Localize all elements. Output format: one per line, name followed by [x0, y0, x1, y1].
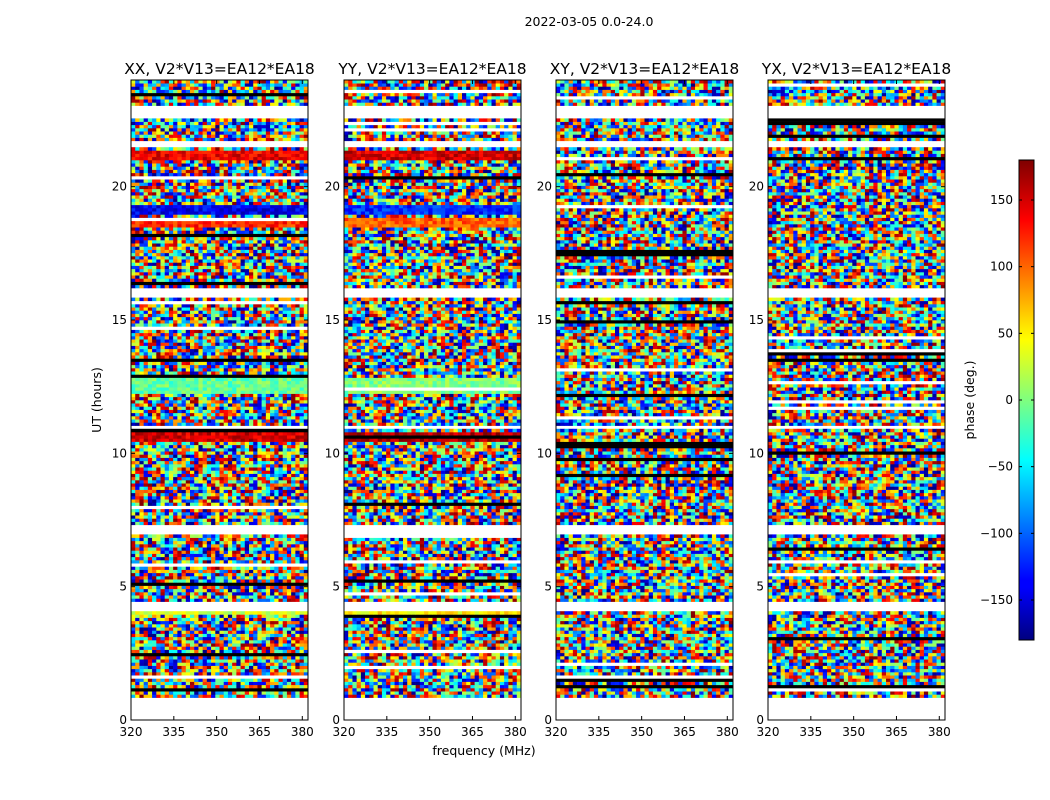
y-tick-label: 5: [119, 580, 127, 594]
panel-title: YY, V2*V13=EA12*EA18: [337, 60, 526, 78]
y-tick-label: 10: [749, 446, 764, 460]
panel-xx: XX, V2*V13=EA12*EA18 320 335 350 365 380 0 5 10 1…: [112, 60, 315, 739]
colorbar-tick-label: 150: [990, 193, 1013, 207]
y-tick-label: 10: [537, 446, 552, 460]
panel-yy: YY, V2*V13=EA12*EA18 320 335 350 365 380 0 5 10 1…: [325, 60, 527, 739]
colorbar: 150 100 50 0 −50 −100 −150: [980, 160, 1034, 640]
colorbar-tick-label: 50: [998, 326, 1013, 340]
panel-xy: XY, V2*V13=EA12*EA18 320 335 350 365 380 0 5 10 1…: [537, 60, 740, 739]
x-axis-label: frequency (MHz): [432, 743, 535, 758]
panel-title: XY, V2*V13=EA12*EA18: [550, 60, 739, 78]
y-tick-label: 0: [544, 713, 552, 727]
y-tick-label: 20: [537, 180, 552, 194]
y-tick-label: 20: [749, 180, 764, 194]
phase-heatmap: [556, 80, 733, 720]
x-tick-label: 335: [587, 725, 610, 739]
y-tick-label: 15: [325, 313, 340, 327]
colorbar-tick-label: −100: [980, 526, 1013, 540]
y-tick-label: 10: [325, 446, 340, 460]
x-tick-label: 350: [205, 725, 228, 739]
x-tick-label: 350: [630, 725, 653, 739]
phase-heatmap: [344, 80, 521, 720]
y-tick-label: 10: [112, 446, 127, 460]
x-tick-label: 365: [461, 725, 484, 739]
x-tick-label: 365: [673, 725, 696, 739]
y-tick-label: 5: [332, 580, 340, 594]
x-tick-label: 335: [162, 725, 185, 739]
colorbar-label: phase (deg.): [962, 361, 977, 440]
phase-heatmap: [768, 80, 945, 720]
x-tick-label: 380: [504, 725, 527, 739]
y-tick-label: 0: [756, 713, 764, 727]
colorbar-tick-label: −150: [980, 593, 1013, 607]
y-tick-label: 20: [325, 180, 340, 194]
x-tick-label: 350: [842, 725, 865, 739]
figure-suptitle: 2022-03-05 0.0-24.0: [525, 14, 654, 29]
panel-yx: YX, V2*V13=EA12*EA18 320 335 350 365 380 0 5 10 1…: [749, 60, 952, 739]
x-tick-label: 380: [716, 725, 739, 739]
phase-heatmap: [131, 80, 308, 720]
y-tick-label: 20: [112, 180, 127, 194]
panel-title: YX, V2*V13=EA12*EA18: [761, 60, 951, 78]
x-tick-label: 380: [928, 725, 951, 739]
y-tick-label: 15: [537, 313, 552, 327]
y-tick-label: 15: [749, 313, 764, 327]
x-tick-label: 320: [545, 725, 568, 739]
y-tick-label: 15: [112, 313, 127, 327]
y-axis-label: UT (hours): [89, 367, 104, 433]
y-tick-label: 5: [544, 580, 552, 594]
y-tick-label: 0: [119, 713, 127, 727]
x-tick-label: 350: [418, 725, 441, 739]
x-tick-label: 320: [120, 725, 143, 739]
x-tick-label: 335: [799, 725, 822, 739]
panels: XX, V2*V13=EA12*EA18 320 335 350 365 380 0 5 10 1…: [112, 60, 952, 739]
y-tick-label: 0: [332, 713, 340, 727]
x-tick-label: 365: [248, 725, 271, 739]
x-tick-label: 365: [885, 725, 908, 739]
x-tick-label: 380: [291, 725, 314, 739]
panel-title: XX, V2*V13=EA12*EA18: [124, 60, 315, 78]
y-tick-label: 5: [756, 580, 764, 594]
colorbar-tick-label: 100: [990, 260, 1013, 274]
x-tick-label: 320: [333, 725, 356, 739]
x-tick-label: 320: [757, 725, 780, 739]
colorbar-tick-label: 0: [1005, 393, 1013, 407]
colorbar-tick-label: −50: [988, 460, 1013, 474]
x-tick-label: 335: [375, 725, 398, 739]
